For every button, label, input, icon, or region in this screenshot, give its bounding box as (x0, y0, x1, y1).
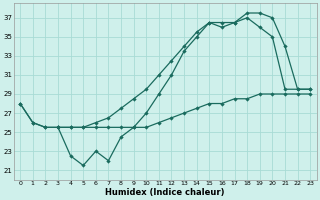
X-axis label: Humidex (Indice chaleur): Humidex (Indice chaleur) (106, 188, 225, 197)
